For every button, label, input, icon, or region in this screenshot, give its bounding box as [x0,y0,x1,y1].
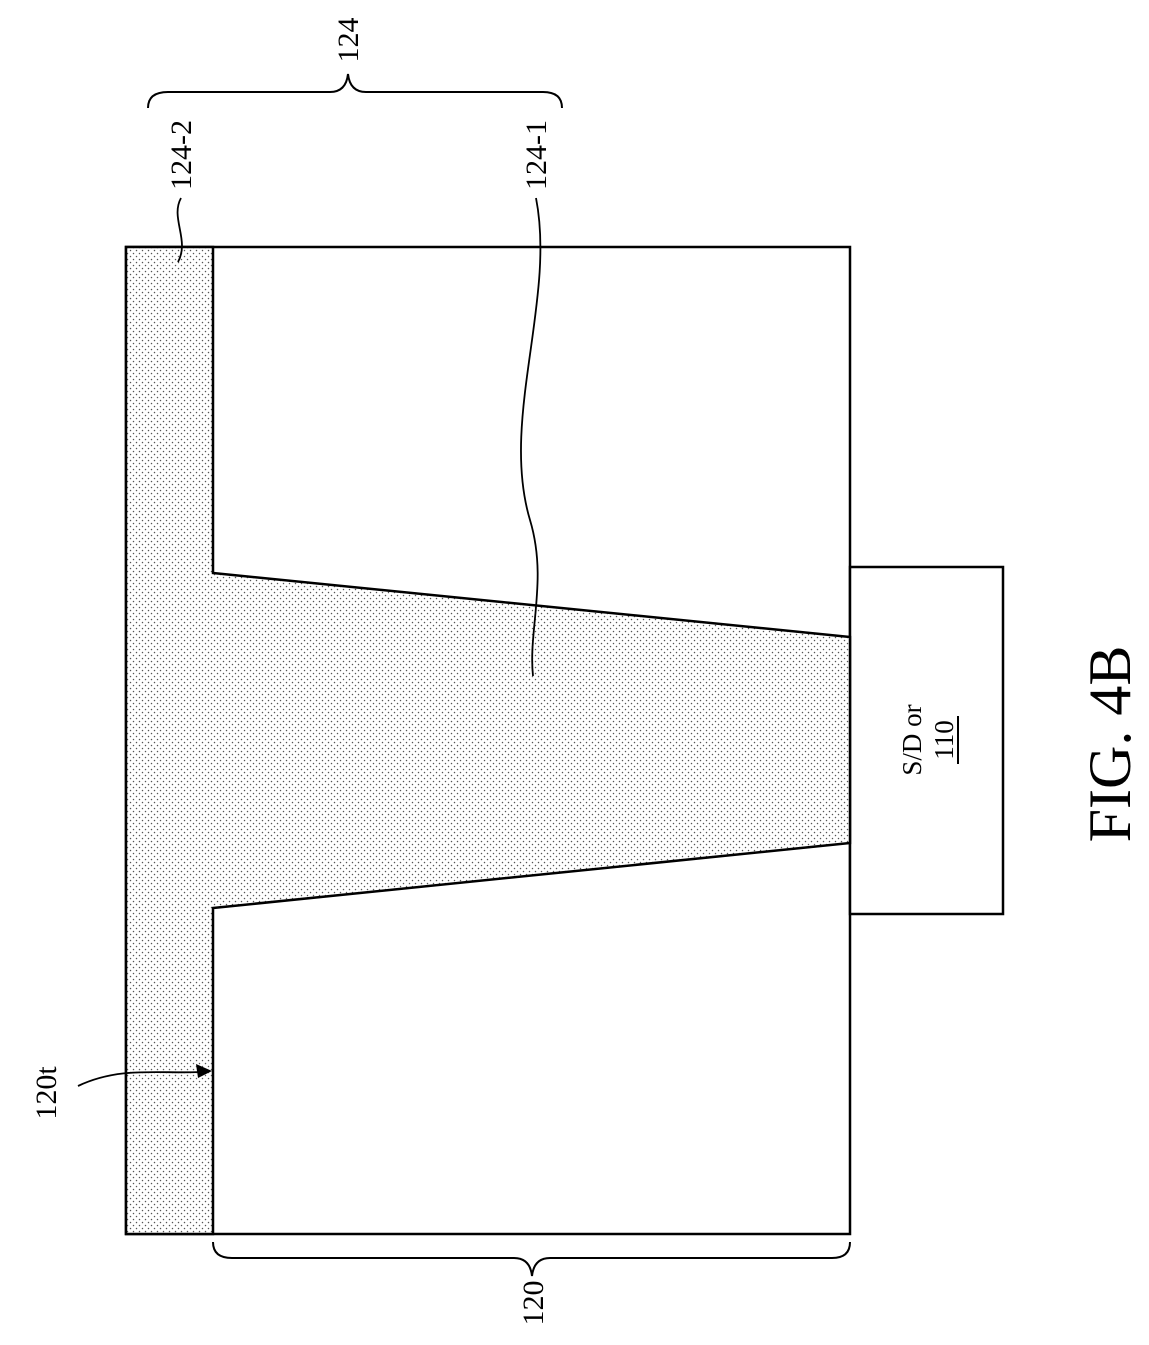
brace-120 [213,1242,850,1276]
label-120t: 120t [30,1066,63,1120]
label-124: 124 [332,18,365,63]
label-110: 110 [929,720,959,760]
brace-124 [148,74,562,108]
label-124-1: 124-1 [520,120,553,190]
label-sd-or: S/D or [897,704,927,775]
figure-caption: FIG. 4B [1077,646,1143,843]
label-120: 120 [517,1281,550,1326]
label-124-2: 124-2 [165,120,198,190]
